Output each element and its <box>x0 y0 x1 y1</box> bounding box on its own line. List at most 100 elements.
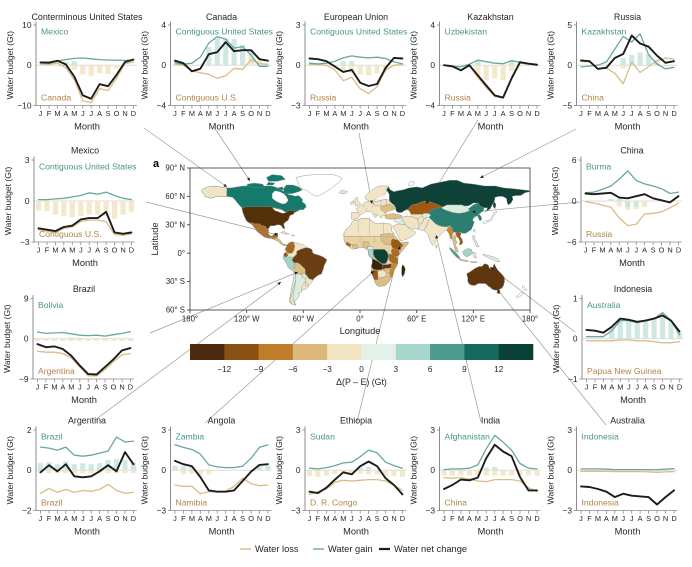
svg-text:M: M <box>599 246 605 255</box>
svg-text:Water budget (Gt): Water budget (Gt) <box>274 436 284 505</box>
svg-text:0: 0 <box>296 60 301 70</box>
svg-text:60° E: 60° E <box>407 315 426 324</box>
svg-text:N: N <box>122 109 127 118</box>
svg-text:J: J <box>627 383 631 392</box>
svg-text:3: 3 <box>25 155 30 165</box>
svg-text:China: China <box>445 498 468 508</box>
svg-text:Russia: Russia <box>310 93 336 103</box>
svg-text:120° W: 120° W <box>234 315 260 324</box>
svg-text:180°: 180° <box>522 315 538 324</box>
svg-text:Contiguous United States: Contiguous United States <box>310 27 407 37</box>
svg-text:Brazil: Brazil <box>73 284 95 294</box>
svg-text:N: N <box>120 246 125 255</box>
svg-text:N: N <box>391 109 396 118</box>
svg-text:30° S: 30° S <box>166 277 185 286</box>
svg-text:3: 3 <box>296 20 301 30</box>
svg-text:D: D <box>676 246 681 255</box>
svg-text:D: D <box>265 109 270 118</box>
svg-text:D: D <box>131 109 136 118</box>
svg-text:−3: −3 <box>291 505 301 515</box>
svg-text:D: D <box>128 383 133 392</box>
svg-text:0: 0 <box>359 365 364 374</box>
svg-text:N: N <box>119 383 124 392</box>
svg-text:S: S <box>104 246 109 255</box>
svg-text:M: M <box>475 109 481 118</box>
svg-text:Indonesia: Indonesia <box>582 432 619 442</box>
svg-text:D: D <box>534 109 539 118</box>
svg-text:N: N <box>257 109 262 118</box>
svg-text:J: J <box>89 514 93 523</box>
svg-text:A: A <box>94 383 99 392</box>
svg-text:J: J <box>78 383 82 392</box>
svg-text:3: 3 <box>296 425 301 435</box>
svg-text:M: M <box>475 514 481 523</box>
svg-text:J: J <box>626 246 630 255</box>
svg-text:F: F <box>181 109 186 118</box>
svg-text:0: 0 <box>572 196 577 206</box>
svg-text:Indonesia: Indonesia <box>614 284 653 294</box>
svg-text:M: M <box>340 109 346 118</box>
svg-text:J: J <box>173 514 177 523</box>
svg-text:0: 0 <box>567 465 572 475</box>
svg-text:J: J <box>493 109 497 118</box>
svg-text:F: F <box>587 109 592 118</box>
svg-text:−3: −3 <box>323 365 333 374</box>
svg-text:0: 0 <box>296 465 301 475</box>
svg-text:Water budget (Gt): Water budget (Gt) <box>546 436 556 505</box>
svg-text:J: J <box>224 109 228 118</box>
svg-text:A: A <box>604 514 609 523</box>
svg-text:Mexico: Mexico <box>41 27 68 37</box>
svg-text:A: A <box>97 109 102 118</box>
svg-text:M: M <box>68 383 74 392</box>
svg-text:J: J <box>579 109 583 118</box>
svg-text:Indonesia: Indonesia <box>582 498 619 508</box>
svg-text:Longitude: Longitude <box>340 326 381 336</box>
svg-text:J: J <box>635 383 639 392</box>
svg-text:Brazil: Brazil <box>41 498 63 508</box>
svg-text:−4: −4 <box>156 100 166 110</box>
svg-text:J: J <box>224 514 228 523</box>
svg-text:−1: −1 <box>568 374 578 384</box>
svg-text:F: F <box>181 514 186 523</box>
svg-text:60° S: 60° S <box>166 306 185 315</box>
svg-text:J: J <box>350 109 354 118</box>
svg-text:Conterminous United States: Conterminous United States <box>32 12 144 22</box>
svg-text:M: M <box>612 514 618 523</box>
svg-text:A: A <box>332 109 337 118</box>
svg-text:Angola: Angola <box>208 416 236 426</box>
svg-text:N: N <box>391 514 396 523</box>
svg-text:N: N <box>526 109 531 118</box>
svg-text:D: D <box>677 383 682 392</box>
svg-text:−4: −4 <box>425 100 435 110</box>
svg-text:3: 3 <box>394 365 399 374</box>
svg-text:S: S <box>240 109 245 118</box>
svg-text:D: D <box>534 514 539 523</box>
svg-text:M: M <box>595 109 601 118</box>
svg-text:Argentina: Argentina <box>38 366 75 376</box>
svg-text:A: A <box>642 246 647 255</box>
svg-text:A: A <box>638 109 643 118</box>
svg-text:F: F <box>316 109 321 118</box>
svg-text:60° W: 60° W <box>293 315 315 324</box>
svg-text:60° N: 60° N <box>165 192 185 201</box>
svg-text:A: A <box>60 383 65 392</box>
svg-text:J: J <box>579 514 583 523</box>
svg-text:Ethiopia: Ethiopia <box>340 416 372 426</box>
svg-text:0: 0 <box>161 465 166 475</box>
svg-text:−3: −3 <box>20 237 30 247</box>
svg-text:A: A <box>232 109 237 118</box>
svg-text:D: D <box>400 514 405 523</box>
svg-text:J: J <box>442 109 446 118</box>
svg-text:Δ(P – E) (Gt): Δ(P – E) (Gt) <box>336 377 387 387</box>
svg-text:N: N <box>257 514 262 523</box>
svg-text:Uzbekistan: Uzbekistan <box>445 27 488 37</box>
svg-text:12: 12 <box>494 365 504 374</box>
svg-text:A: A <box>366 109 371 118</box>
svg-text:Canada: Canada <box>206 12 237 22</box>
svg-text:Month: Month <box>72 258 98 268</box>
svg-text:O: O <box>248 109 254 118</box>
svg-text:Water budget (Gt): Water budget (Gt) <box>409 31 419 100</box>
svg-text:Russia: Russia <box>614 12 641 22</box>
svg-text:Namibia: Namibia <box>176 498 208 508</box>
svg-text:180°: 180° <box>182 315 198 324</box>
